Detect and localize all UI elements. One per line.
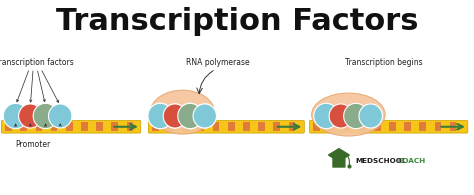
Circle shape bbox=[148, 103, 173, 129]
Bar bbox=[389, 122, 396, 131]
Polygon shape bbox=[328, 149, 349, 161]
Circle shape bbox=[193, 104, 217, 128]
Bar bbox=[243, 122, 250, 131]
Circle shape bbox=[314, 103, 338, 129]
Circle shape bbox=[359, 104, 383, 128]
Bar bbox=[404, 122, 411, 131]
Text: Promoter: Promoter bbox=[16, 140, 51, 149]
FancyBboxPatch shape bbox=[148, 121, 304, 133]
Text: COACH: COACH bbox=[397, 158, 426, 164]
Bar bbox=[344, 122, 350, 131]
Bar bbox=[328, 122, 335, 131]
Circle shape bbox=[178, 103, 202, 129]
Bar bbox=[359, 122, 365, 131]
Bar bbox=[228, 122, 235, 131]
Text: Transcription factors: Transcription factors bbox=[0, 58, 73, 67]
Bar bbox=[20, 122, 27, 131]
Bar bbox=[419, 122, 426, 131]
Circle shape bbox=[18, 104, 42, 128]
Text: RNA polymerase: RNA polymerase bbox=[186, 58, 250, 67]
Circle shape bbox=[178, 103, 202, 129]
FancyBboxPatch shape bbox=[332, 157, 346, 168]
Bar bbox=[374, 122, 381, 131]
Circle shape bbox=[33, 103, 58, 129]
Bar bbox=[435, 122, 441, 131]
Bar bbox=[66, 122, 73, 131]
Circle shape bbox=[163, 104, 187, 128]
Bar bbox=[450, 122, 456, 131]
Bar bbox=[273, 122, 280, 131]
Circle shape bbox=[148, 103, 173, 129]
Bar bbox=[213, 122, 219, 131]
Bar bbox=[81, 122, 88, 131]
Ellipse shape bbox=[151, 90, 215, 134]
Bar bbox=[36, 122, 42, 131]
Bar bbox=[167, 122, 174, 131]
Bar bbox=[111, 122, 118, 131]
Bar bbox=[127, 122, 133, 131]
Circle shape bbox=[344, 103, 368, 129]
Bar bbox=[152, 122, 159, 131]
Circle shape bbox=[193, 104, 217, 128]
Text: Transcription Factors: Transcription Factors bbox=[56, 7, 418, 36]
Bar bbox=[198, 122, 204, 131]
Bar bbox=[96, 122, 103, 131]
Ellipse shape bbox=[312, 93, 385, 136]
Text: MEDSCHOOL: MEDSCHOOL bbox=[356, 158, 407, 164]
Bar bbox=[5, 122, 12, 131]
Circle shape bbox=[163, 104, 187, 128]
Text: Transcription begins: Transcription begins bbox=[345, 58, 423, 67]
Bar bbox=[182, 122, 189, 131]
Bar bbox=[51, 122, 57, 131]
Circle shape bbox=[329, 104, 353, 128]
Bar bbox=[289, 122, 295, 131]
Bar bbox=[258, 122, 265, 131]
FancyBboxPatch shape bbox=[1, 121, 141, 133]
Bar bbox=[313, 122, 320, 131]
FancyBboxPatch shape bbox=[310, 121, 468, 133]
Circle shape bbox=[48, 104, 72, 128]
Circle shape bbox=[3, 103, 28, 129]
